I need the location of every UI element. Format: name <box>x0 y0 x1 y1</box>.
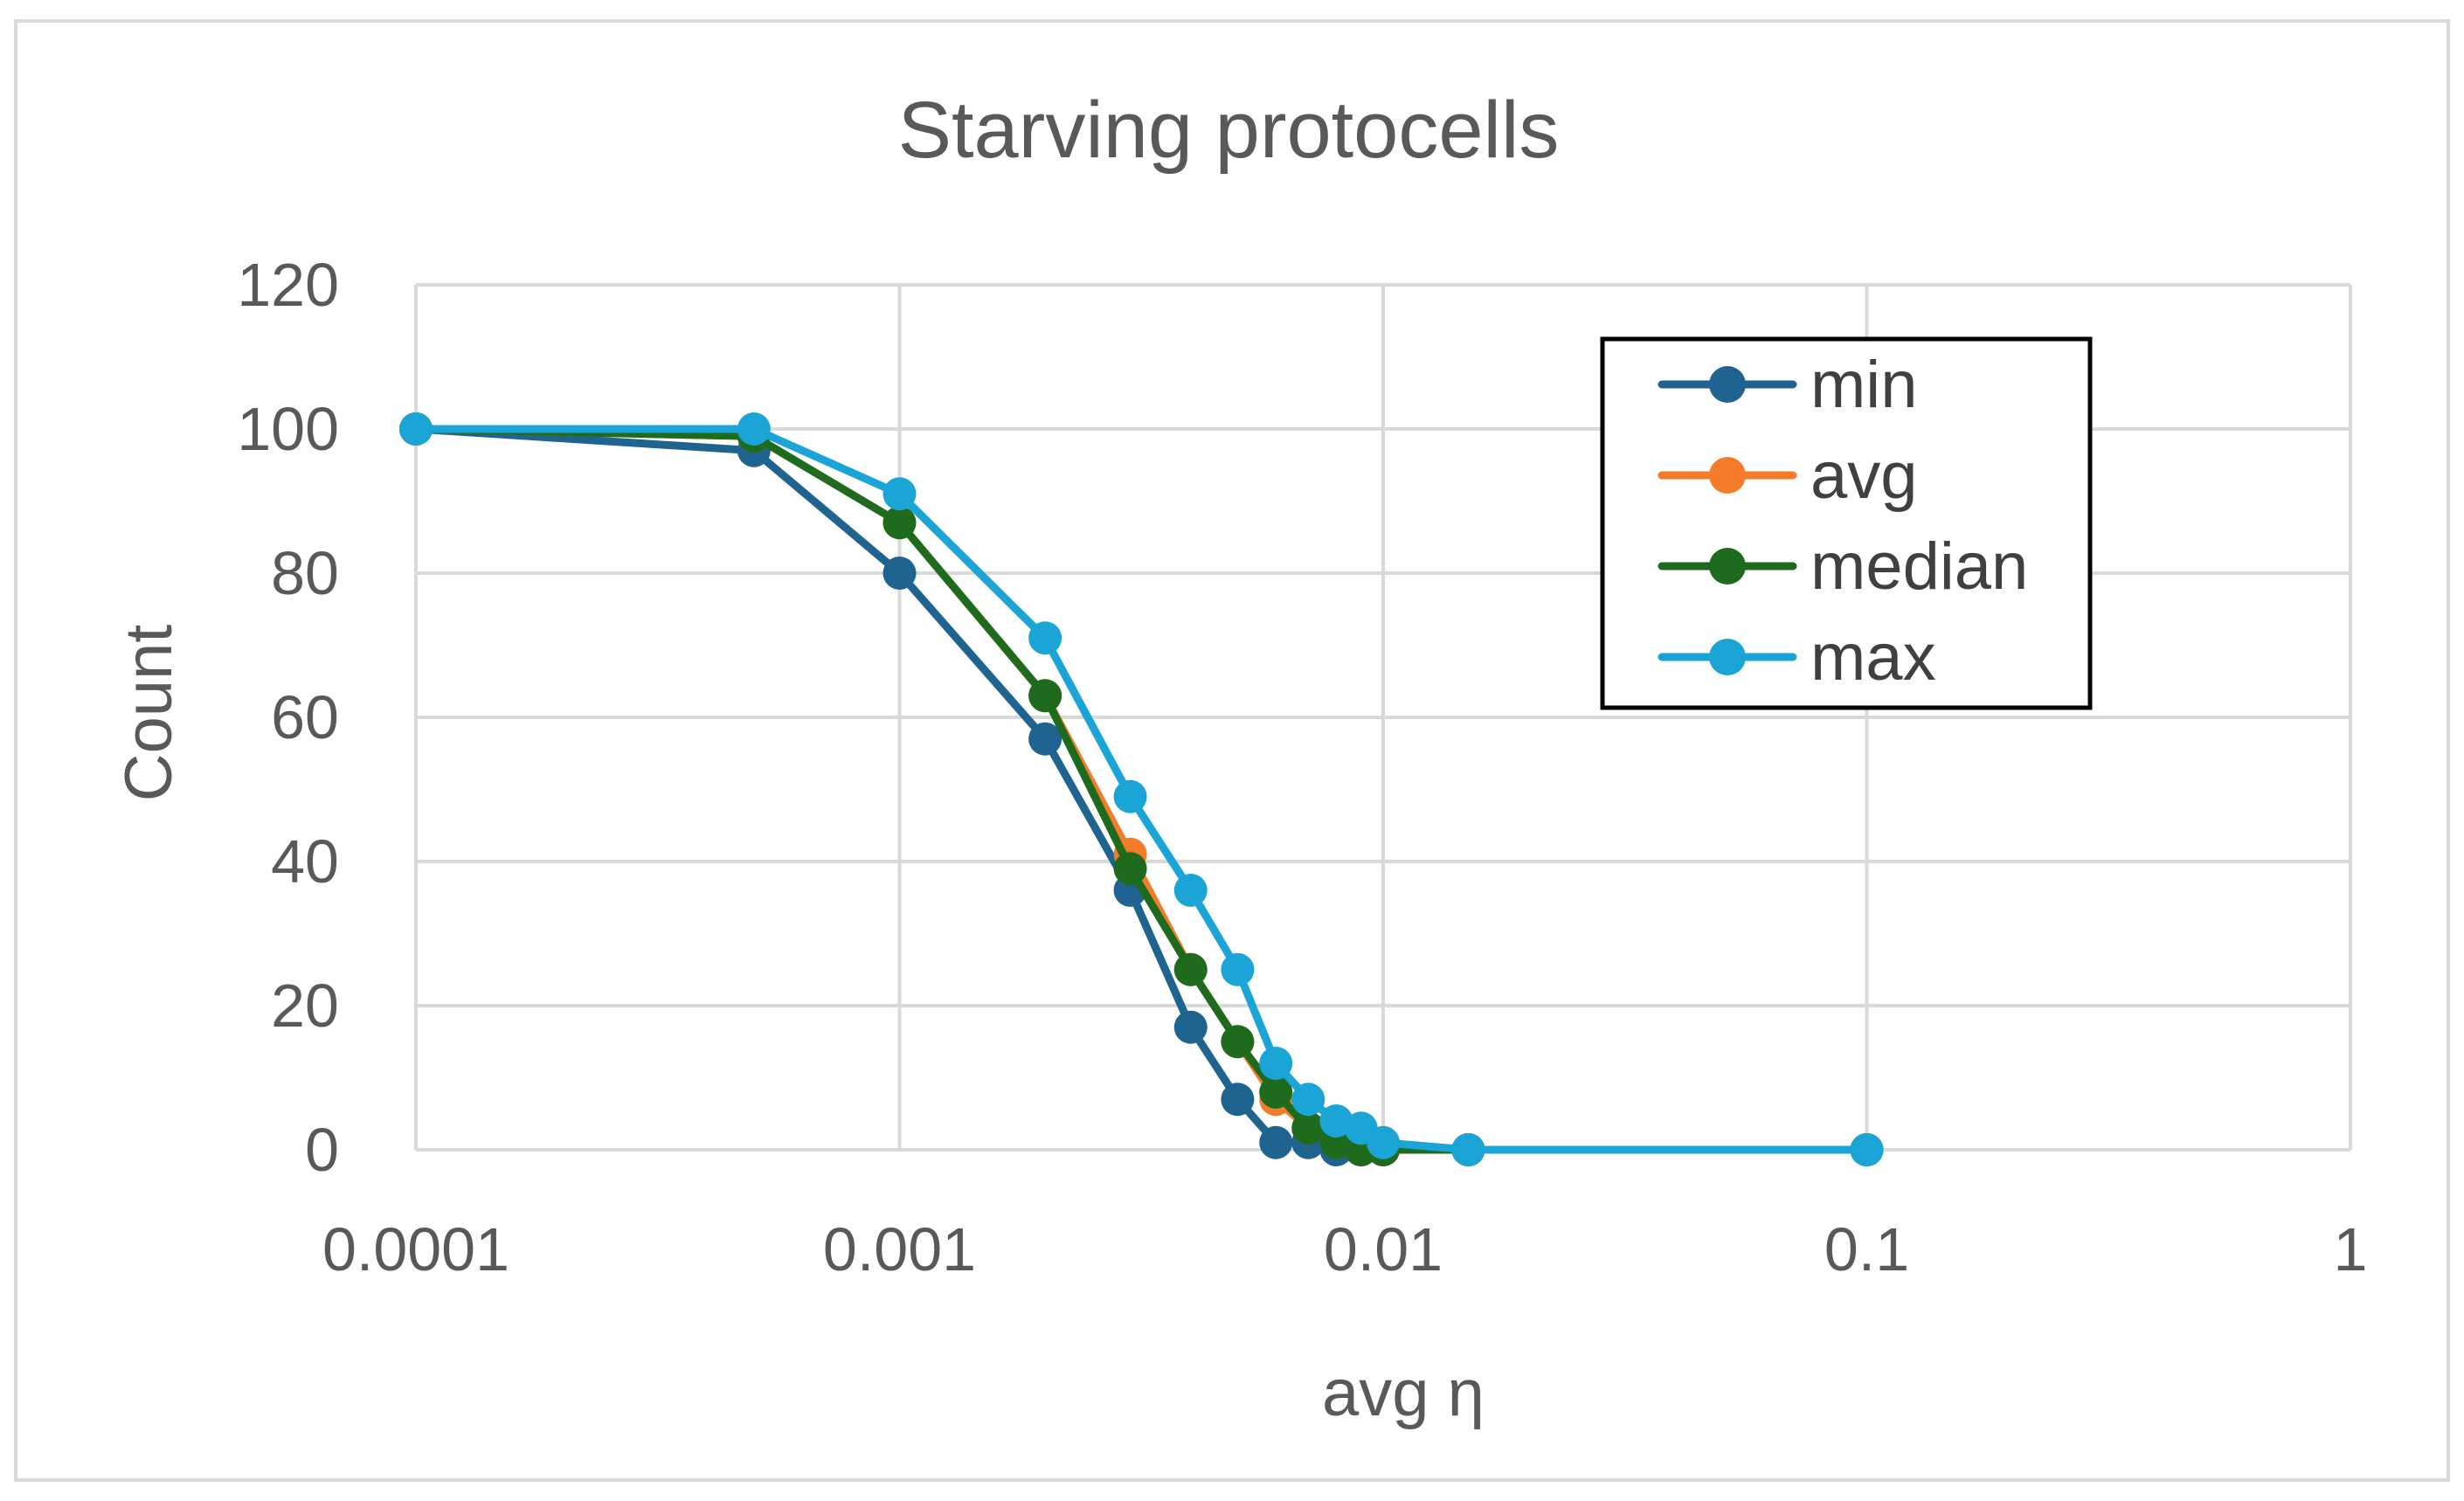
y-tick-label: 0 <box>305 1116 339 1184</box>
data-point-min <box>1028 722 1062 756</box>
data-point-median <box>1028 679 1062 713</box>
y-axis-label: Count <box>112 625 186 802</box>
x-axis-label: avg η <box>1322 1356 1485 1430</box>
legend-marker-avg <box>1709 457 1746 494</box>
x-tick-label: 0.01 <box>1324 1215 1443 1283</box>
y-tick-label: 80 <box>271 539 339 607</box>
y-tick-label: 20 <box>271 972 339 1040</box>
data-point-max <box>1850 1133 1884 1166</box>
data-point-median <box>1113 852 1147 886</box>
y-tick-label: 40 <box>271 827 339 896</box>
data-point-median <box>1173 952 1208 986</box>
y-tick-label: 120 <box>237 251 339 319</box>
legend-label-avg: avg <box>1810 439 1918 513</box>
data-point-max <box>1173 874 1208 907</box>
outer-border <box>14 19 2450 1482</box>
legend-marker-median <box>1709 548 1746 584</box>
y-tick-label: 60 <box>271 683 339 751</box>
x-tick-label: 0.001 <box>823 1215 976 1283</box>
data-point-min <box>1259 1125 1293 1159</box>
x-tick-labels: 0.0001 0.001 0.01 0.1 1 <box>322 1215 2368 1283</box>
data-point-max <box>1028 621 1062 655</box>
data-point-max <box>882 477 917 511</box>
data-point-max <box>1451 1133 1485 1166</box>
series-max <box>399 412 1884 1166</box>
legend-items: min avg median max <box>1658 348 2028 695</box>
data-point-max <box>1113 779 1147 813</box>
y-tick-labels: 0 20 40 60 80 100 120 <box>237 251 339 1184</box>
data-point-max <box>399 412 433 446</box>
data-point-max <box>1221 952 1255 986</box>
legend-item-max: max <box>1658 620 1936 695</box>
data-point-median <box>1291 1111 1325 1145</box>
x-tick-label: 0.0001 <box>322 1215 509 1283</box>
data-point-max <box>1291 1083 1325 1117</box>
legend: min avg median max <box>1600 336 2093 710</box>
legend-item-min: min <box>1658 348 1917 422</box>
legend-label-max: max <box>1810 620 1936 695</box>
legend-item-median: median <box>1658 529 2028 604</box>
data-point-median <box>1259 1076 1293 1109</box>
data-point-min <box>882 557 917 590</box>
x-tick-label: 1 <box>2334 1215 2368 1283</box>
x-tick-label: 0.1 <box>1824 1215 1909 1283</box>
chart-title: Starving protocells <box>898 86 1560 175</box>
legend-marker-min <box>1709 366 1746 403</box>
legend-label-min: min <box>1810 348 1917 422</box>
data-point-max <box>1367 1125 1400 1159</box>
legend-marker-max <box>1709 639 1746 675</box>
data-point-max <box>1259 1047 1293 1080</box>
data-point-median <box>1221 1025 1255 1059</box>
data-point-max <box>737 412 771 446</box>
data-point-median <box>882 506 917 540</box>
legend-item-avg: avg <box>1658 439 1918 513</box>
series-layer <box>399 412 1884 1166</box>
data-point-min <box>1173 1010 1208 1044</box>
legend-label-median: median <box>1810 529 2028 604</box>
data-point-min <box>1221 1083 1255 1117</box>
legend-box <box>1600 336 2093 710</box>
y-tick-label: 100 <box>237 395 339 463</box>
